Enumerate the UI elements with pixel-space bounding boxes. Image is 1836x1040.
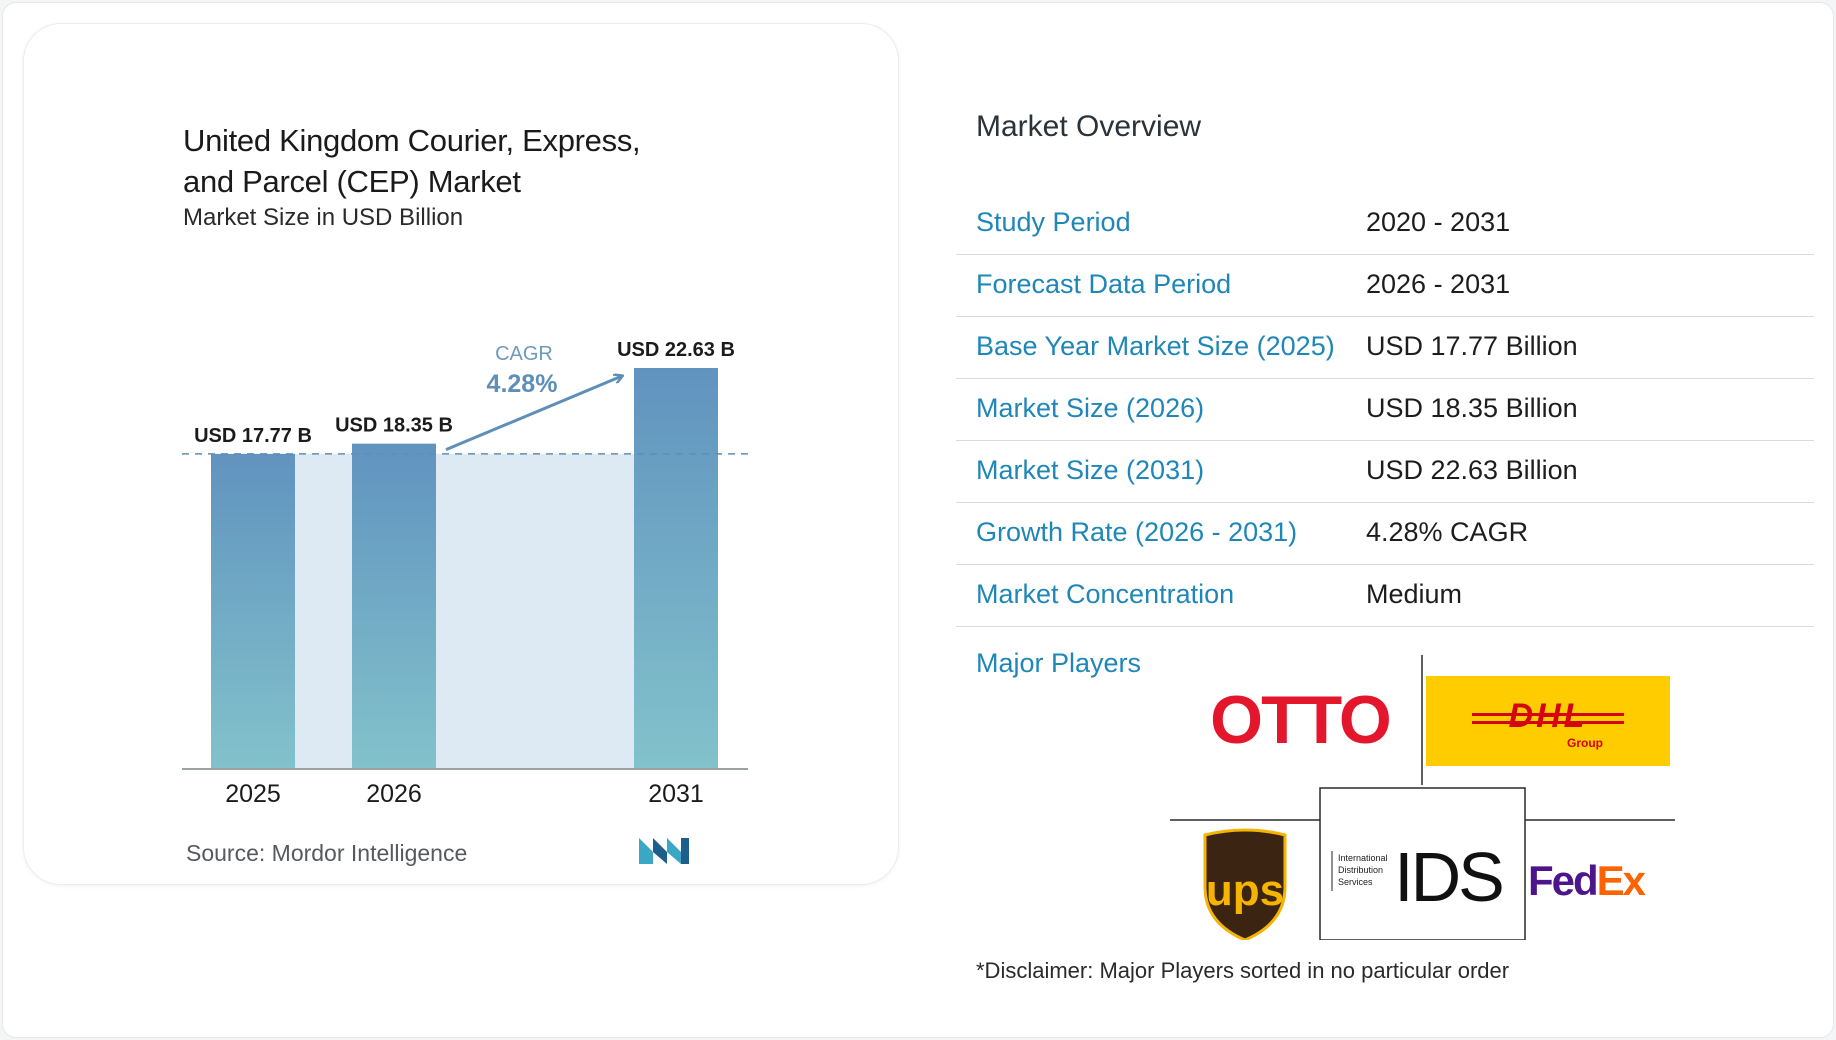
overview-row-study-period: Study Period 2020 - 2031 [956,193,1814,255]
bar-2031 [634,368,718,768]
svg-text:IDS: IDS [1394,838,1502,916]
bar-chart: USD 17.77 B 2025 USD 18.35 B 2026 USD 22.63 … [182,339,748,808]
svg-text:FedEx: FedEx [1528,857,1647,904]
overview-value: USD 17.77 Billion [1366,331,1578,361]
overview-label: Growth Rate (2026 - 2031) [976,517,1298,547]
cagr-label: CAGR [495,343,553,365]
svg-text:ups: ups [1206,866,1284,915]
cagr-arrow [445,376,622,452]
overview-value: USD 18.35 Billion [1366,393,1578,423]
x-tick-label-2031: 2031 [648,780,704,808]
cagr-value: 4.28% [487,370,558,398]
dhl-group-logo: DHL Group [1426,676,1670,766]
x-tick-label-2025: 2025 [225,780,281,808]
chart-title: United Kingdom Courier, Express, and Par… [183,123,641,199]
source-note: Source: Mordor Intelligence [186,840,468,866]
overview-row-market-size-2026: Market Size (2026) USD 18.35 Billion [956,379,1814,441]
major-players-label: Major Players [976,648,1142,678]
svg-text:International: International [1338,853,1388,863]
svg-text:Group: Group [1567,736,1603,750]
x-tick-label-2026: 2026 [366,780,422,808]
overview-label: Base Year Market Size (2025) [976,331,1335,361]
chart-subtitle: Market Size in USD Billion [183,204,464,231]
overview-value: 2026 - 2031 [1366,269,1511,299]
overview-row-base-year-size: Base Year Market Size (2025) USD 17.77 B… [956,317,1814,379]
ups-logo: ups [1203,828,1287,940]
overview-label: Market Concentration [976,579,1235,609]
bar-2026 [352,443,436,768]
overview-value: Medium [1366,579,1463,609]
fedex-logo: FedEx [1528,857,1649,904]
major-players-logos: OTTO DHL Group ups International Distrib… [1170,655,1675,940]
baseline-band [253,453,676,768]
data-label-2026: USD 18.35 B [335,415,453,437]
overview-value: 4.28% CAGR [1366,517,1529,547]
data-label-2025: USD 17.77 B [194,425,312,447]
overview-label: Market Size (2031) [976,455,1205,485]
overview-row-forecast-period: Forecast Data Period 2026 - 2031 [956,255,1814,317]
overview-label: Forecast Data Period [976,269,1232,299]
otto-logo: OTTO [1210,682,1392,758]
overview-row-market-concentration: Market Concentration Medium [956,565,1814,627]
overview-row-market-size-2031: Market Size (2031) USD 22.63 Billion [956,441,1814,503]
overview-label: Study Period [976,207,1131,237]
bar-2025 [211,453,295,768]
overview-value: USD 22.63 Billion [1366,455,1578,485]
svg-text:Distribution: Distribution [1338,865,1383,875]
data-label-2031: USD 22.63 B [617,339,735,361]
disclaimer-note: *Disclaimer: Major Players sorted in no … [976,958,1510,983]
overview-label: Market Size (2026) [976,393,1205,423]
mordor-intelligence-logo-icon [639,838,689,864]
overview-row-growth-rate: Growth Rate (2026 - 2031) 4.28% CAGR [956,503,1814,565]
svg-text:OTTO: OTTO [1210,682,1390,758]
overview-value: 2020 - 2031 [1366,207,1511,237]
svg-text:Services: Services [1338,877,1373,887]
market-overview-title: Market Overview [976,110,1202,143]
svg-text:DHL: DHL [1509,697,1588,735]
ids-logo: International Distribution Services IDS [1331,838,1505,916]
